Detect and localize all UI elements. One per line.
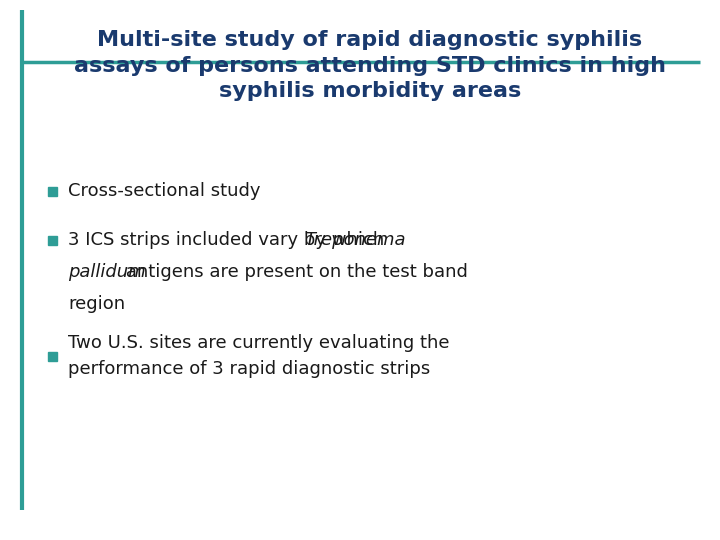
Text: antigens are present on the test band: antigens are present on the test band [120, 263, 468, 281]
Text: 3 ICS strips included vary by which: 3 ICS strips included vary by which [68, 231, 390, 249]
Text: Multi-site study of rapid diagnostic syphilis
assays of persons attending STD cl: Multi-site study of rapid diagnostic syp… [74, 30, 666, 101]
Text: Cross-sectional study: Cross-sectional study [68, 182, 261, 200]
Text: Two U.S. sites are currently evaluating the
performance of 3 rapid diagnostic st: Two U.S. sites are currently evaluating … [68, 334, 449, 378]
Text: region: region [68, 295, 125, 313]
Bar [48, 352, 56, 361]
Text: pallidum: pallidum [68, 263, 145, 281]
Bar [48, 186, 56, 195]
Text: Treponema: Treponema [304, 231, 405, 249]
Bar [48, 235, 56, 245]
